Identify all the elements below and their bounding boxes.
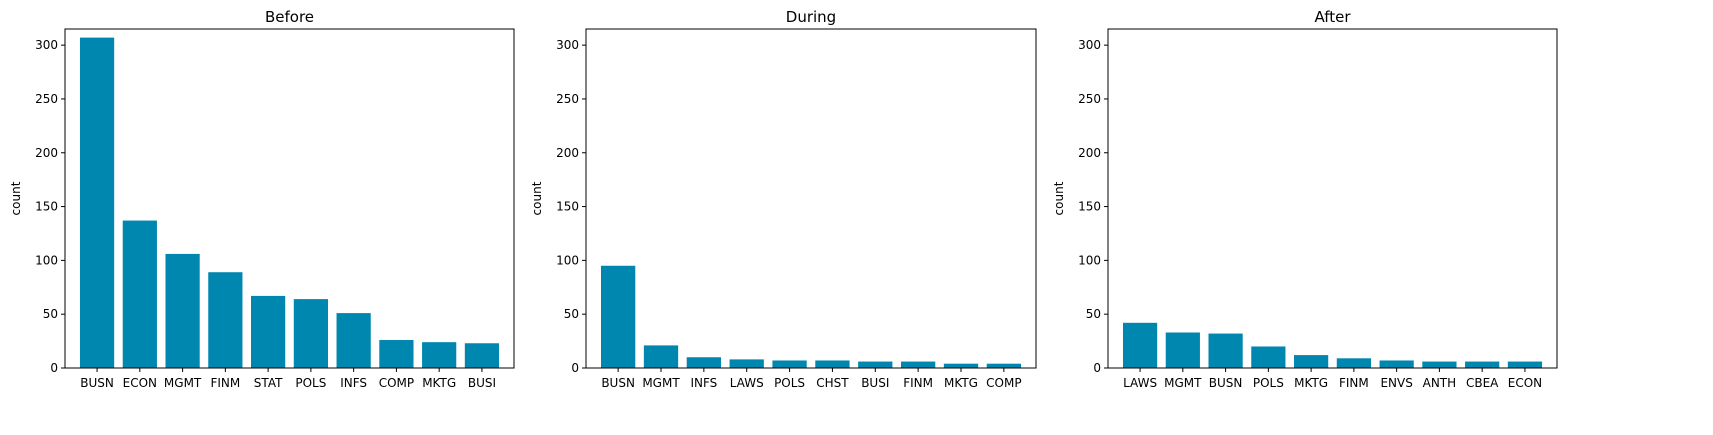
- during-bar-laws: [729, 359, 764, 368]
- during-bar-busn: [601, 265, 636, 368]
- after-x-tick-label: MKTG: [1294, 376, 1328, 390]
- before-bar-infs: [336, 313, 371, 368]
- during-y-tick-label: 50: [564, 307, 579, 321]
- chart-after: LAWS MGMT BUSN POLS MKTG FINM ENVS ANTH CBEA ECON…: [1052, 8, 1558, 390]
- during-y-tick-label: 150: [556, 200, 579, 214]
- before-x-tick-label: MGMT: [164, 376, 202, 390]
- before-x-tick-label: ECON: [123, 376, 157, 390]
- during-x-tick-label: CHST: [816, 376, 849, 390]
- during-bar-chst: [815, 360, 850, 368]
- before-y-axis-label: count: [9, 181, 23, 215]
- during-bar-mktg: [943, 363, 979, 368]
- during-x-tick-label: BUSN: [601, 376, 635, 390]
- before-x-tick-label: FINM: [210, 376, 240, 390]
- before-y-tick-label: 250: [35, 92, 58, 106]
- after-bar-laws: [1122, 322, 1158, 368]
- after-chart-title: After: [1314, 8, 1351, 26]
- after-y-tick-label: 200: [1078, 146, 1101, 160]
- before-bar-stat: [251, 295, 286, 368]
- before-bar-mgmt: [165, 253, 200, 368]
- after-x-tick-label: MGMT: [1164, 376, 1202, 390]
- during-y-tick-label: 250: [556, 92, 579, 106]
- during-axes-frame: [585, 28, 1037, 369]
- during-bar-comp: [986, 363, 1021, 368]
- after-bar-mktg: [1294, 355, 1329, 368]
- during-bar-infs: [686, 357, 721, 368]
- during-y-tick-label: 100: [556, 253, 579, 267]
- during-y-axis-label: count: [530, 181, 544, 215]
- before-x-tick-label: BUSI: [468, 376, 496, 390]
- during-y-tick-label: 300: [556, 38, 579, 52]
- during-y-tick-label: 0: [571, 361, 579, 375]
- before-axes-frame: [64, 28, 515, 369]
- before-x-tick-label: COMP: [379, 376, 414, 390]
- chart-before: BUSN ECON MGMT FINM STAT POLS INFS COMP MKTG BUSI…: [9, 8, 515, 390]
- after-x-tick-label: CBEA: [1466, 376, 1499, 390]
- during-chart-title: During: [786, 8, 836, 26]
- during-x-tick-label: MKTG: [944, 376, 978, 390]
- during-bar-finm: [901, 361, 936, 368]
- before-x-tick-label: STAT: [254, 376, 283, 390]
- after-bar-busn: [1208, 333, 1243, 368]
- before-y-tick-label: 200: [35, 146, 58, 160]
- before-bar-mktg: [422, 342, 457, 368]
- after-y-tick-label: 100: [1078, 253, 1101, 267]
- after-y-tick-label: 250: [1078, 92, 1101, 106]
- during-x-tick-label: POLS: [774, 376, 805, 390]
- after-x-tick-label: LAWS: [1123, 376, 1157, 390]
- before-bar-busn: [79, 37, 115, 369]
- during-y-tick-label: 200: [556, 146, 579, 160]
- after-x-tick-label: ECON: [1508, 376, 1542, 390]
- before-y-tick-label: 150: [35, 200, 58, 214]
- during-x-tick-label: LAWS: [730, 376, 764, 390]
- after-y-tick-label: 300: [1078, 38, 1101, 52]
- after-x-tick-label: ANTH: [1423, 376, 1457, 390]
- after-y-tick-label: 50: [1086, 307, 1101, 321]
- after-bar-cbea: [1465, 361, 1500, 368]
- during-x-tick-label: BUSI: [861, 376, 889, 390]
- during-bar-mgmt: [643, 345, 679, 368]
- before-bar-econ: [122, 220, 157, 368]
- after-axes-frame: [1107, 28, 1558, 369]
- after-bar-pols: [1251, 346, 1286, 368]
- before-y-tick-label: 50: [43, 307, 58, 321]
- after-bar-econ: [1507, 361, 1543, 368]
- after-x-tick-label: BUSN: [1209, 376, 1243, 390]
- before-x-tick-label: BUSN: [80, 376, 114, 390]
- during-bar-busi: [858, 361, 893, 368]
- after-x-tick-label: POLS: [1253, 376, 1284, 390]
- before-y-tick-label: 100: [35, 253, 58, 267]
- during-x-tick-label: FINM: [903, 376, 933, 390]
- during-x-tick-label: MGMT: [642, 376, 680, 390]
- before-y-tick-label: 0: [50, 361, 58, 375]
- after-bar-finm: [1336, 358, 1371, 368]
- before-chart-title: Before: [265, 8, 314, 26]
- before-bar-comp: [379, 340, 414, 368]
- after-bar-anth: [1422, 361, 1457, 368]
- before-x-tick-label: MKTG: [422, 376, 456, 390]
- before-y-tick-label: 300: [35, 38, 58, 52]
- before-x-tick-label: INFS: [340, 376, 367, 390]
- after-y-tick-label: 0: [1093, 361, 1101, 375]
- after-bar-envs: [1379, 360, 1414, 368]
- after-y-axis-label: count: [1052, 181, 1066, 215]
- after-bar-mgmt: [1165, 332, 1200, 368]
- during-x-tick-label: INFS: [690, 376, 717, 390]
- before-bar-pols: [293, 299, 328, 368]
- after-y-tick-label: 150: [1078, 200, 1101, 214]
- before-bar-finm: [208, 272, 243, 368]
- during-bar-pols: [772, 360, 807, 368]
- during-x-tick-label: COMP: [986, 376, 1021, 390]
- after-x-tick-label: FINM: [1339, 376, 1369, 390]
- before-bar-busi: [464, 343, 500, 368]
- chart-during: BUSN MGMT INFS LAWS POLS CHST BUSI FINM MKTG COMP…: [530, 8, 1037, 390]
- before-x-tick-label: POLS: [295, 376, 326, 390]
- after-x-tick-label: ENVS: [1380, 376, 1412, 390]
